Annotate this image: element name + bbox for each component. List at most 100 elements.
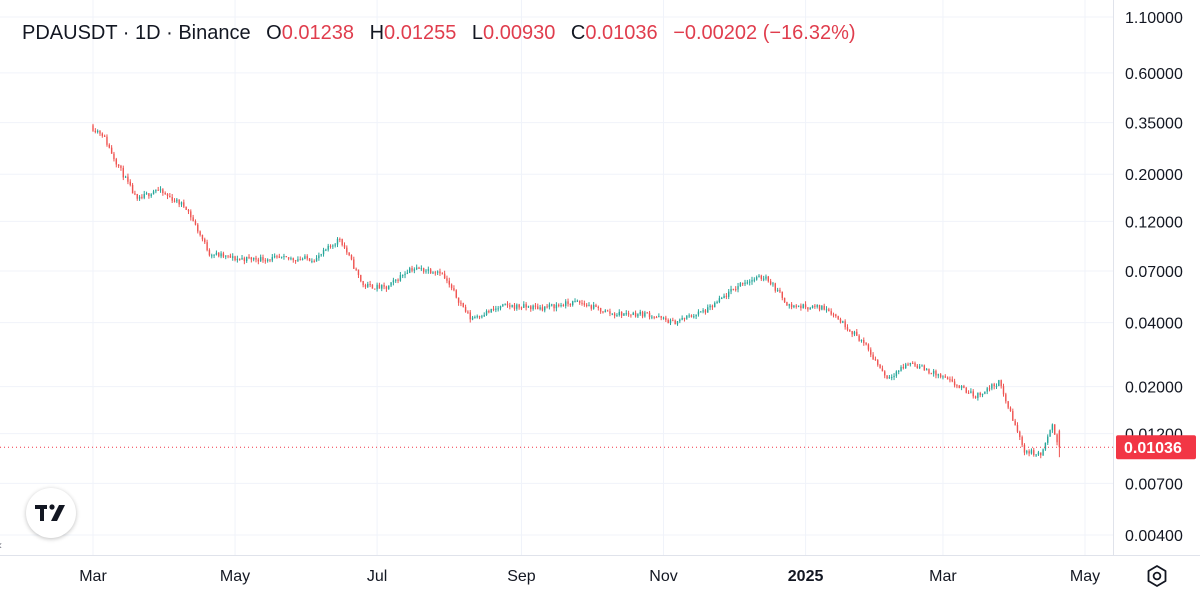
candle-body — [250, 257, 253, 260]
candle-body — [946, 377, 949, 380]
candle-body — [355, 268, 357, 270]
candle-body — [264, 260, 267, 262]
candle-body — [464, 306, 467, 312]
candle-body — [378, 284, 381, 289]
candle-body — [113, 153, 115, 160]
candle-body — [981, 393, 984, 396]
candle-body — [802, 304, 804, 309]
candle-body — [823, 305, 825, 310]
candle-body — [718, 298, 721, 303]
symbol-title[interactable]: PDAUSDT · 1D · Binance — [22, 22, 251, 44]
candle-body — [583, 303, 586, 305]
candle-body — [669, 320, 672, 324]
candle-body — [725, 295, 728, 297]
time-axis[interactable]: Mar May Jul Sep Nov 2025 Mar May — [79, 568, 1100, 585]
candle-body — [797, 305, 800, 307]
candle-body — [234, 256, 236, 261]
candle-body — [395, 279, 397, 281]
candle-body — [388, 285, 390, 289]
candle-body — [527, 306, 530, 308]
candle-body — [956, 385, 958, 387]
price-axis[interactable]: 1.10000 0.60000 0.35000 0.20000 0.12000 0.070… — [1125, 10, 1183, 545]
candle-body — [285, 256, 287, 258]
candle-body — [523, 304, 525, 308]
candle-body — [327, 245, 329, 250]
candle-body — [741, 283, 744, 285]
candle-body — [751, 279, 753, 282]
candle-body — [176, 199, 178, 202]
candle-body — [371, 284, 374, 289]
candle-body — [96, 130, 99, 133]
candle-body — [457, 297, 460, 303]
candle-body — [746, 282, 749, 284]
candle-body — [695, 314, 697, 317]
candle-body — [937, 374, 939, 376]
candle-body — [418, 267, 420, 269]
candle-body — [525, 304, 527, 308]
candle-body — [599, 307, 602, 312]
candle-body — [169, 195, 171, 198]
candle-body — [611, 313, 613, 315]
candle-body — [958, 385, 960, 388]
candle-body — [832, 314, 835, 316]
candle-body — [578, 300, 581, 303]
candle-body — [185, 206, 187, 210]
candle-body — [991, 384, 993, 389]
candle-body — [853, 331, 856, 335]
candle-body — [828, 309, 830, 312]
candle-body — [306, 256, 308, 259]
candle-body — [404, 273, 406, 276]
tradingview-logo-icon[interactable] — [26, 488, 76, 538]
candle-body — [336, 238, 339, 245]
candle-body — [313, 260, 315, 262]
candle-body — [648, 312, 651, 318]
price-tick-label: 1.10000 — [1125, 10, 1183, 27]
candle-body — [1026, 451, 1028, 453]
gear-icon[interactable] — [1144, 563, 1170, 589]
candle-body — [385, 286, 388, 289]
candle-body — [229, 255, 232, 258]
candle-body — [674, 320, 676, 325]
candle-body — [287, 257, 290, 259]
candle-body — [907, 364, 909, 366]
candle-body — [793, 305, 795, 308]
price-tick-label: 0.60000 — [1125, 66, 1183, 83]
candle-body — [891, 377, 893, 379]
candle-body — [965, 387, 967, 393]
candle-body — [874, 359, 877, 361]
candle-body — [99, 130, 101, 134]
candle-body — [213, 254, 215, 256]
candle-body — [732, 288, 735, 290]
candle-body — [348, 252, 350, 256]
candle-body — [679, 319, 681, 322]
candle-body — [716, 302, 718, 304]
candle-body — [520, 307, 523, 309]
candle-body — [180, 202, 183, 205]
last-price-tag: 0.01036 — [1116, 435, 1196, 460]
candle-body — [911, 362, 914, 364]
candle-body — [357, 269, 360, 275]
candle-body — [974, 396, 977, 398]
candle-body — [364, 285, 367, 287]
candle-body — [439, 271, 441, 274]
time-tick-label: Mar — [79, 568, 107, 585]
candle-body — [239, 258, 241, 260]
chevron-left-icon[interactable]: ‹ — [0, 538, 2, 552]
candle-body — [541, 307, 544, 311]
candle-body — [108, 144, 110, 148]
candle-body — [152, 191, 155, 195]
candle-body — [811, 305, 814, 308]
candle-body — [697, 311, 700, 315]
candle-body — [1033, 450, 1035, 455]
candle-body — [1037, 452, 1040, 455]
candle-body — [634, 312, 637, 317]
candle-body — [639, 311, 641, 315]
candle-body — [1000, 380, 1002, 387]
candle-body — [795, 305, 797, 307]
price-tick-label: 0.35000 — [1125, 116, 1183, 133]
candle-body — [830, 311, 832, 315]
candle-body — [432, 272, 434, 274]
candle-body — [481, 316, 483, 318]
candle-body — [1007, 401, 1009, 408]
